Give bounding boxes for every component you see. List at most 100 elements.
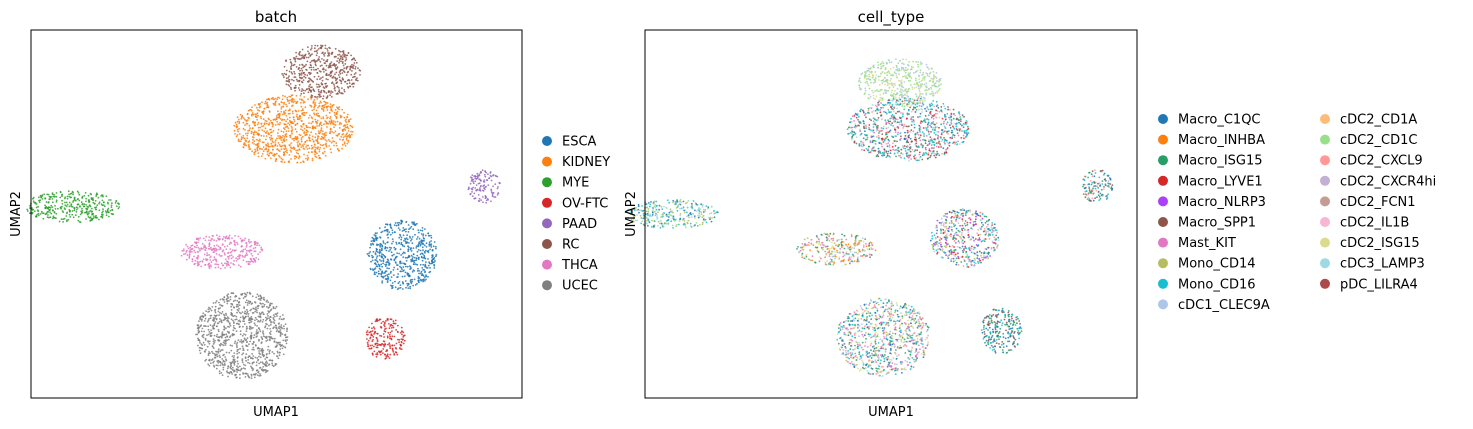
data-point [111, 202, 113, 205]
data-point [236, 308, 239, 311]
data-point [425, 261, 427, 263]
data-point [37, 212, 40, 215]
data-point [369, 331, 372, 333]
data-point [869, 151, 872, 154]
data-point [417, 257, 420, 259]
data-point [867, 69, 870, 72]
data-point [53, 211, 56, 214]
data-point [243, 118, 246, 121]
data-point [95, 206, 98, 209]
data-point [270, 134, 273, 137]
data-point [272, 141, 274, 144]
data-point [102, 210, 104, 213]
data-point [211, 319, 214, 321]
data-point [250, 249, 253, 252]
data-point [417, 231, 420, 234]
data-point [348, 136, 351, 139]
data-point [231, 355, 234, 358]
data-point [231, 344, 234, 347]
data-point [908, 61, 910, 63]
data-point [346, 123, 349, 126]
data-point [238, 307, 240, 310]
data-point [62, 211, 65, 214]
batch-legend-entry: KIDNEY [542, 155, 610, 170]
data-point [288, 80, 290, 83]
data-point [211, 350, 213, 353]
data-point [265, 98, 268, 101]
data-point [339, 121, 341, 124]
batch-legend-marker [542, 280, 552, 291]
data-point [62, 221, 64, 223]
data-point [900, 152, 903, 155]
data-point [223, 252, 226, 255]
batch-legend-marker [542, 177, 552, 188]
data-point [383, 325, 386, 328]
data-point [38, 196, 40, 199]
data-point [918, 81, 921, 83]
data-point [215, 260, 218, 263]
data-point [86, 213, 89, 215]
data-point [265, 318, 268, 321]
data-point [478, 182, 481, 185]
data-point [85, 197, 88, 200]
data-point [890, 78, 892, 80]
data-point [923, 79, 926, 81]
data-point [235, 305, 238, 308]
data-point [48, 195, 51, 198]
data-point [886, 80, 888, 82]
data-point [400, 270, 402, 273]
data-point [378, 264, 381, 267]
data-point [258, 350, 260, 352]
data-point [414, 263, 417, 265]
data-point [300, 138, 303, 141]
data-point [255, 364, 258, 367]
data-point [225, 351, 228, 354]
data-point [906, 155, 908, 158]
data-point [337, 54, 339, 56]
data-point [348, 120, 350, 123]
data-point [319, 78, 321, 80]
data-point [421, 267, 424, 269]
data-point [930, 152, 933, 155]
data-point [290, 158, 292, 160]
data-point [419, 253, 422, 256]
data-point [226, 319, 229, 322]
data-point [904, 135, 907, 137]
data-point [942, 147, 945, 150]
data-point [294, 157, 296, 160]
data-point [962, 126, 965, 129]
data-point [277, 342, 280, 344]
data-point [381, 275, 384, 278]
data-point [341, 139, 344, 141]
data-point [253, 348, 255, 351]
data-point [259, 356, 262, 359]
data-point [315, 96, 317, 98]
batch-legend-label: RC [562, 238, 579, 253]
data-point [301, 88, 303, 90]
data-point [253, 140, 256, 143]
data-point [213, 324, 215, 327]
data-point [320, 44, 322, 47]
data-point [343, 67, 346, 70]
data-point [479, 172, 482, 174]
data-point [257, 152, 260, 155]
data-point [232, 333, 235, 336]
data-point [906, 77, 909, 80]
data-point [860, 140, 862, 143]
data-point [397, 276, 399, 278]
data-point [421, 252, 423, 255]
data-point [204, 337, 207, 340]
data-point [430, 246, 433, 248]
data-point [242, 367, 245, 369]
data-point [945, 139, 948, 142]
data-point [265, 143, 267, 146]
data-point [873, 122, 876, 125]
data-point [330, 128, 332, 131]
data-point [251, 254, 254, 257]
data-point [431, 249, 434, 252]
data-point [375, 263, 377, 266]
data-point [277, 110, 279, 113]
data-point [220, 342, 222, 345]
data-point [335, 142, 338, 145]
data-point [207, 328, 210, 331]
